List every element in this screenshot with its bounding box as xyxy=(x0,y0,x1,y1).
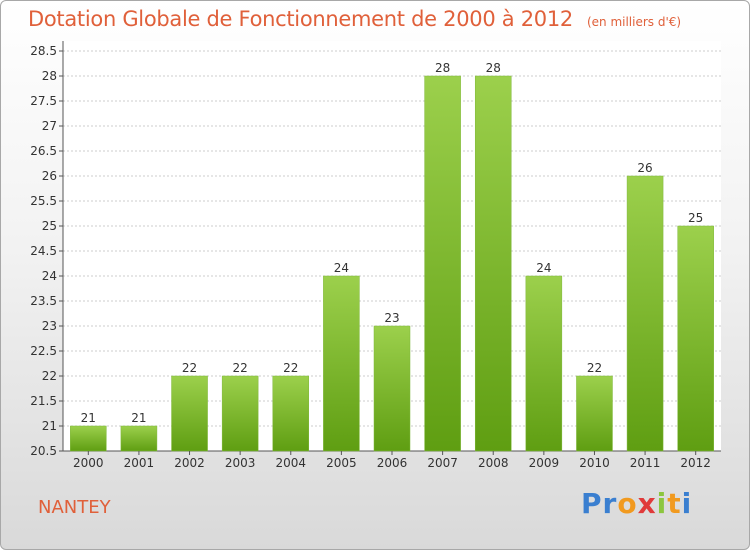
y-tick-label: 27 xyxy=(42,119,57,133)
y-tick-label: 22.5 xyxy=(30,344,57,358)
bar-value-label: 28 xyxy=(486,61,501,75)
x-tick-label: 2012 xyxy=(680,456,711,470)
bar-value-label: 22 xyxy=(587,361,602,375)
bar-value-label: 21 xyxy=(81,411,96,425)
x-tick-label: 2011 xyxy=(630,456,661,470)
x-tick-label: 2007 xyxy=(427,456,458,470)
bar xyxy=(120,425,158,452)
bar xyxy=(70,425,107,452)
x-tick-label: 2003 xyxy=(225,456,256,470)
bar-value-label: 22 xyxy=(182,361,197,375)
bar xyxy=(525,275,563,452)
x-tick-label: 2010 xyxy=(579,456,610,470)
bar xyxy=(677,225,714,452)
bar xyxy=(272,375,310,452)
bar xyxy=(221,375,259,452)
x-tick-label: 2001 xyxy=(124,456,155,470)
y-tick-label: 25 xyxy=(42,219,57,233)
bar xyxy=(424,75,461,452)
y-tick-label: 21 xyxy=(42,419,57,433)
y-tick-label: 23.5 xyxy=(30,294,57,308)
x-tick-label: 2006 xyxy=(377,456,408,470)
bar xyxy=(576,375,613,452)
town-name: NANTEY xyxy=(38,497,111,518)
y-tick-label: 26.5 xyxy=(30,144,57,158)
y-tick-label: 27.5 xyxy=(30,94,57,108)
y-tick-label: 28 xyxy=(42,69,57,83)
y-tick-label: 22 xyxy=(42,369,57,383)
bar-value-label: 24 xyxy=(334,261,349,275)
bar xyxy=(323,275,360,452)
y-tick-label: 21.5 xyxy=(30,394,57,408)
y-tick-label: 23 xyxy=(42,319,57,333)
bar xyxy=(626,175,664,452)
y-tick-label: 24 xyxy=(42,269,57,283)
bar-value-label: 23 xyxy=(384,311,399,325)
y-tick-label: 28.5 xyxy=(30,44,57,58)
bar xyxy=(171,375,208,452)
bar-value-label: 25 xyxy=(688,211,703,225)
x-tick-label: 2004 xyxy=(275,456,306,470)
bar xyxy=(373,325,411,452)
bar-value-label: 21 xyxy=(131,411,146,425)
x-tick-label: 2005 xyxy=(326,456,357,470)
bar-value-label: 28 xyxy=(435,61,450,75)
x-tick-label: 2008 xyxy=(478,456,509,470)
chart-title: Dotation Globale de Fonctionnement de 20… xyxy=(28,7,573,31)
chart-subtitle: (en milliers d'€) xyxy=(586,15,682,29)
chart-title-block: Dotation Globale de Fonctionnement de 20… xyxy=(28,7,681,31)
y-tick-label: 25.5 xyxy=(30,194,57,208)
bar-value-label: 26 xyxy=(637,161,652,175)
x-tick-label: 2000 xyxy=(73,456,104,470)
bar-value-label: 24 xyxy=(536,261,551,275)
bar-value-label: 22 xyxy=(233,361,248,375)
bar-value-label: 22 xyxy=(283,361,298,375)
proxiti-logo: Proxiti xyxy=(581,487,693,520)
x-tick-label: 2002 xyxy=(174,456,205,470)
bar xyxy=(474,75,512,452)
y-tick-label: 26 xyxy=(42,169,57,183)
y-tick-label: 20.5 xyxy=(30,444,57,458)
x-tick-label: 2009 xyxy=(529,456,560,470)
y-tick-label: 24.5 xyxy=(30,244,57,258)
